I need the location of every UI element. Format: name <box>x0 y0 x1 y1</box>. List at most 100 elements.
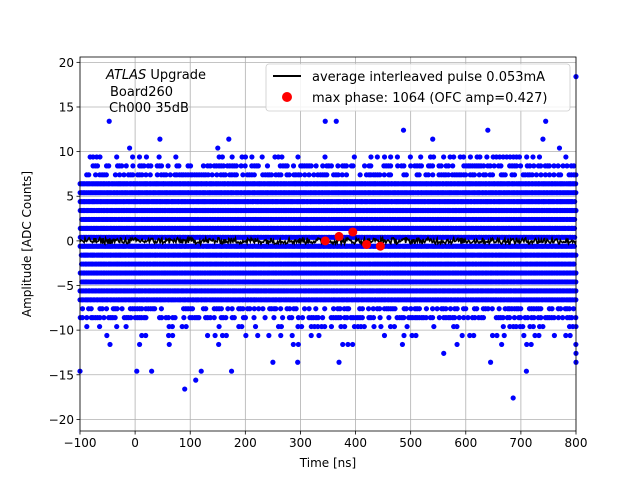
blue-point <box>193 377 199 383</box>
blue-point <box>511 315 518 321</box>
blue-point <box>242 163 248 169</box>
x-tick-label: 300 <box>289 436 312 450</box>
blue-point <box>461 315 467 321</box>
blue-point <box>119 163 125 169</box>
blue-point <box>101 315 107 321</box>
legend: average interleaved pulse 0.053mA max ph… <box>265 63 571 112</box>
blue-point <box>167 172 173 178</box>
blue-point <box>438 163 444 169</box>
blue-point <box>301 306 308 312</box>
blue-point <box>289 315 295 321</box>
blue-point <box>400 127 407 133</box>
blue-point <box>251 315 257 321</box>
blue-point <box>313 306 319 312</box>
blue-point <box>563 332 569 339</box>
blue-point <box>540 323 546 330</box>
blue-point <box>423 315 429 321</box>
blue-point <box>207 315 213 321</box>
legend-entry-average: average interleaved pulse 0.053mA <box>312 70 545 85</box>
blue-point <box>532 332 538 339</box>
blue-point <box>315 323 321 330</box>
blue-point <box>518 306 524 312</box>
blue-point <box>368 154 374 160</box>
blue-point <box>262 315 268 321</box>
blue-point <box>524 154 530 160</box>
blue-point <box>231 315 237 321</box>
blue-point <box>516 154 523 160</box>
blue-point <box>181 315 187 321</box>
blue-point <box>308 332 314 339</box>
blue-point <box>538 163 544 169</box>
blue-point <box>381 172 387 178</box>
x-tick-label: 100 <box>179 436 202 450</box>
blue-point <box>295 359 301 365</box>
blue-point <box>560 315 566 321</box>
blue-point <box>165 163 171 169</box>
blue-point <box>166 341 172 348</box>
blue-point <box>361 323 367 330</box>
blue-point <box>530 323 536 330</box>
blue-point <box>430 172 436 178</box>
blue-point <box>536 332 542 339</box>
blue-point <box>249 154 255 160</box>
blue-point <box>454 323 460 330</box>
blue-point <box>556 145 563 151</box>
blue-point <box>278 323 284 330</box>
blue-point <box>557 306 564 312</box>
blue-point <box>130 154 136 160</box>
blue-point <box>388 154 394 160</box>
blue-point <box>179 323 185 330</box>
max-phase-point <box>362 239 372 249</box>
blue-point <box>242 154 249 160</box>
blue-point <box>211 315 217 321</box>
blue-point <box>333 118 339 124</box>
blue-point <box>143 332 149 339</box>
blue-point <box>148 163 154 169</box>
blue-point <box>416 172 422 178</box>
y-tick-label: −10 <box>49 324 74 338</box>
blue-point <box>156 154 162 160</box>
blue-point <box>324 172 330 178</box>
blue-point <box>467 154 474 160</box>
blue-point <box>359 315 365 321</box>
blue-point <box>322 118 328 124</box>
blue-point <box>149 368 155 374</box>
blue-point <box>322 306 328 312</box>
blue-point <box>278 172 284 178</box>
blue-point <box>315 315 321 321</box>
blue-point <box>489 306 495 312</box>
blue-point <box>499 341 505 348</box>
blue-point <box>401 315 407 321</box>
blue-point <box>165 315 172 321</box>
blue-point <box>121 172 127 178</box>
blue-point <box>459 332 465 339</box>
blue-point <box>371 323 377 330</box>
y-tick-label: −15 <box>49 368 74 382</box>
blue-point <box>128 315 134 321</box>
blue-point <box>106 163 112 169</box>
blue-point <box>506 315 513 321</box>
blue-point <box>528 341 534 348</box>
blue-point <box>189 306 196 312</box>
blue-point <box>182 386 188 392</box>
blue-point <box>306 172 312 178</box>
blue-point <box>228 368 235 374</box>
blue-point <box>226 136 232 142</box>
blue-point <box>322 154 328 160</box>
blue-point <box>290 341 296 348</box>
blue-point <box>223 332 229 339</box>
blue-point <box>242 315 249 321</box>
blue-point <box>549 306 555 312</box>
blue-point <box>451 154 457 160</box>
blue-point <box>216 323 222 330</box>
blue-point <box>501 332 507 339</box>
blue-point <box>538 172 544 178</box>
blue-point <box>259 154 265 160</box>
blue-point <box>500 323 506 330</box>
blue-point <box>295 341 301 348</box>
blue-point <box>350 341 356 348</box>
x-tick-label: 200 <box>234 436 257 450</box>
blue-sample-points <box>77 74 579 401</box>
blue-point <box>434 306 440 312</box>
blue-point <box>319 315 326 321</box>
